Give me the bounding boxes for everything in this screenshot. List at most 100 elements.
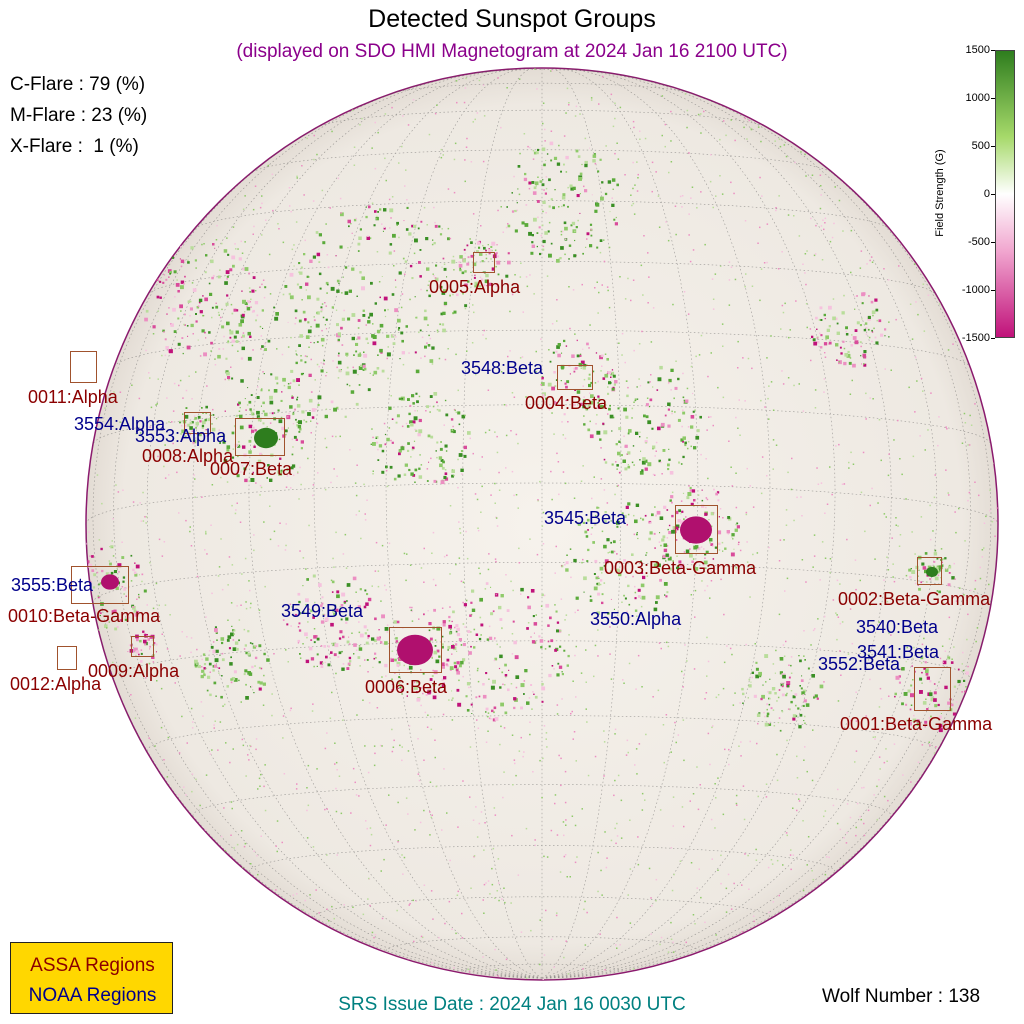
magnetogram-speckle — [806, 250, 808, 252]
magnetogram-speckle — [589, 324, 591, 326]
magnetogram-speckle — [266, 658, 270, 662]
magnetogram-speckle — [555, 914, 558, 917]
magnetogram-speckle — [641, 792, 644, 795]
magnetogram-speckle — [242, 267, 246, 271]
magnetogram-speckle — [613, 608, 615, 610]
magnetogram-speckle — [607, 413, 609, 415]
magnetogram-speckle — [809, 328, 812, 330]
magnetogram-speckle — [430, 816, 433, 819]
magnetogram-speckle — [373, 639, 377, 643]
magnetogram-speckle — [637, 836, 639, 838]
magnetogram-speckle — [487, 880, 490, 882]
magnetogram-speckle — [634, 609, 638, 612]
magnetogram-speckle — [277, 223, 279, 225]
magnetogram-speckle — [850, 229, 853, 232]
magnetogram-speckle — [134, 717, 137, 719]
magnetogram-speckle — [180, 280, 185, 284]
magnetogram-speckle — [253, 534, 255, 536]
magnetogram-speckle — [585, 708, 587, 710]
magnetogram-speckle — [121, 586, 124, 588]
magnetogram-speckle — [608, 381, 612, 385]
magnetogram-speckle — [111, 540, 113, 542]
magnetogram-speckle — [403, 220, 405, 222]
magnetogram-speckle — [237, 455, 239, 458]
magnetogram-speckle — [369, 372, 371, 374]
magnetogram-speckle — [561, 698, 563, 700]
magnetogram-speckle — [772, 439, 775, 441]
magnetogram-speckle — [666, 591, 669, 594]
latitude-line — [113, 329, 971, 367]
magnetogram-speckle — [887, 799, 889, 802]
magnetogram-speckle — [295, 350, 297, 352]
magnetogram-speckle — [434, 221, 436, 224]
magnetogram-speckle — [756, 552, 759, 554]
magnetogram-speckle — [453, 661, 457, 665]
magnetogram-speckle — [205, 405, 208, 409]
magnetogram-speckle — [602, 422, 605, 425]
magnetogram-speckle — [326, 908, 328, 910]
magnetogram-speckle — [290, 466, 294, 470]
magnetogram-speckle — [391, 683, 393, 685]
magnetogram-speckle — [569, 876, 571, 878]
magnetogram-speckle — [954, 511, 956, 513]
magnetogram-speckle — [480, 634, 482, 636]
magnetogram-speckle — [310, 420, 312, 422]
magnetogram-speckle — [476, 669, 479, 672]
magnetogram-speckle — [601, 354, 604, 358]
magnetogram-speckle — [397, 474, 401, 478]
magnetogram-speckle — [579, 353, 582, 355]
region-box-0002 — [917, 557, 942, 585]
magnetogram-speckle — [488, 248, 490, 250]
magnetogram-speckle — [593, 586, 598, 591]
magnetogram-speckle — [849, 816, 852, 819]
magnetogram-speckle — [482, 244, 484, 247]
magnetogram-speckle — [543, 725, 546, 727]
magnetogram-speckle — [460, 450, 463, 453]
magnetogram-speckle — [187, 261, 190, 264]
magnetogram-speckle — [122, 576, 126, 579]
magnetogram-speckle — [304, 318, 307, 321]
magnetogram-speckle — [704, 553, 707, 556]
magnetogram-speckle — [909, 303, 912, 305]
magnetogram-speckle — [697, 808, 700, 811]
magnetogram-speckle — [431, 363, 434, 365]
magnetogram-speckle — [688, 152, 690, 154]
magnetogram-speckle — [623, 435, 625, 437]
magnetogram-speckle — [804, 659, 806, 661]
magnetogram-speckle — [411, 224, 414, 228]
magnetogram-speckle — [264, 348, 267, 351]
magnetogram-speckle — [257, 386, 259, 388]
magnetogram-speckle — [686, 126, 688, 129]
magnetogram-speckle — [597, 655, 599, 657]
magnetogram-speckle — [161, 668, 164, 671]
magnetogram-speckle — [423, 547, 425, 550]
magnetogram-speckle — [690, 862, 693, 864]
magnetogram-speckle — [423, 809, 425, 812]
magnetogram-speckle — [364, 589, 367, 592]
magnetogram-speckle — [604, 568, 608, 572]
magnetogram-speckle — [464, 307, 467, 310]
magnetogram-speckle — [876, 785, 878, 788]
magnetogram-speckle — [473, 855, 475, 858]
magnetogram-speckle — [599, 579, 603, 582]
magnetogram-speckle — [330, 579, 333, 582]
magnetogram-speckle — [411, 394, 415, 398]
magnetogram-speckle — [878, 706, 881, 708]
magnetogram-speckle — [303, 253, 306, 256]
magnetogram-speckle — [667, 463, 670, 467]
magnetogram-speckle — [435, 659, 440, 664]
magnetogram-speckle — [127, 651, 129, 653]
magnetogram-speckle — [511, 470, 514, 473]
magnetogram-speckle — [653, 532, 656, 535]
magnetogram-speckle — [463, 101, 466, 104]
magnetogram-speckle — [388, 251, 392, 255]
magnetogram-speckle — [735, 794, 738, 797]
magnetogram-speckle — [326, 808, 328, 810]
magnetogram-speckle — [981, 556, 984, 558]
magnetogram-speckle — [380, 329, 382, 331]
magnetogram-speckle — [754, 643, 756, 645]
magnetogram-speckle — [440, 685, 442, 687]
magnetogram-speckle — [785, 694, 788, 697]
magnetogram-speckle — [756, 742, 758, 745]
magnetogram-speckle — [856, 321, 860, 325]
